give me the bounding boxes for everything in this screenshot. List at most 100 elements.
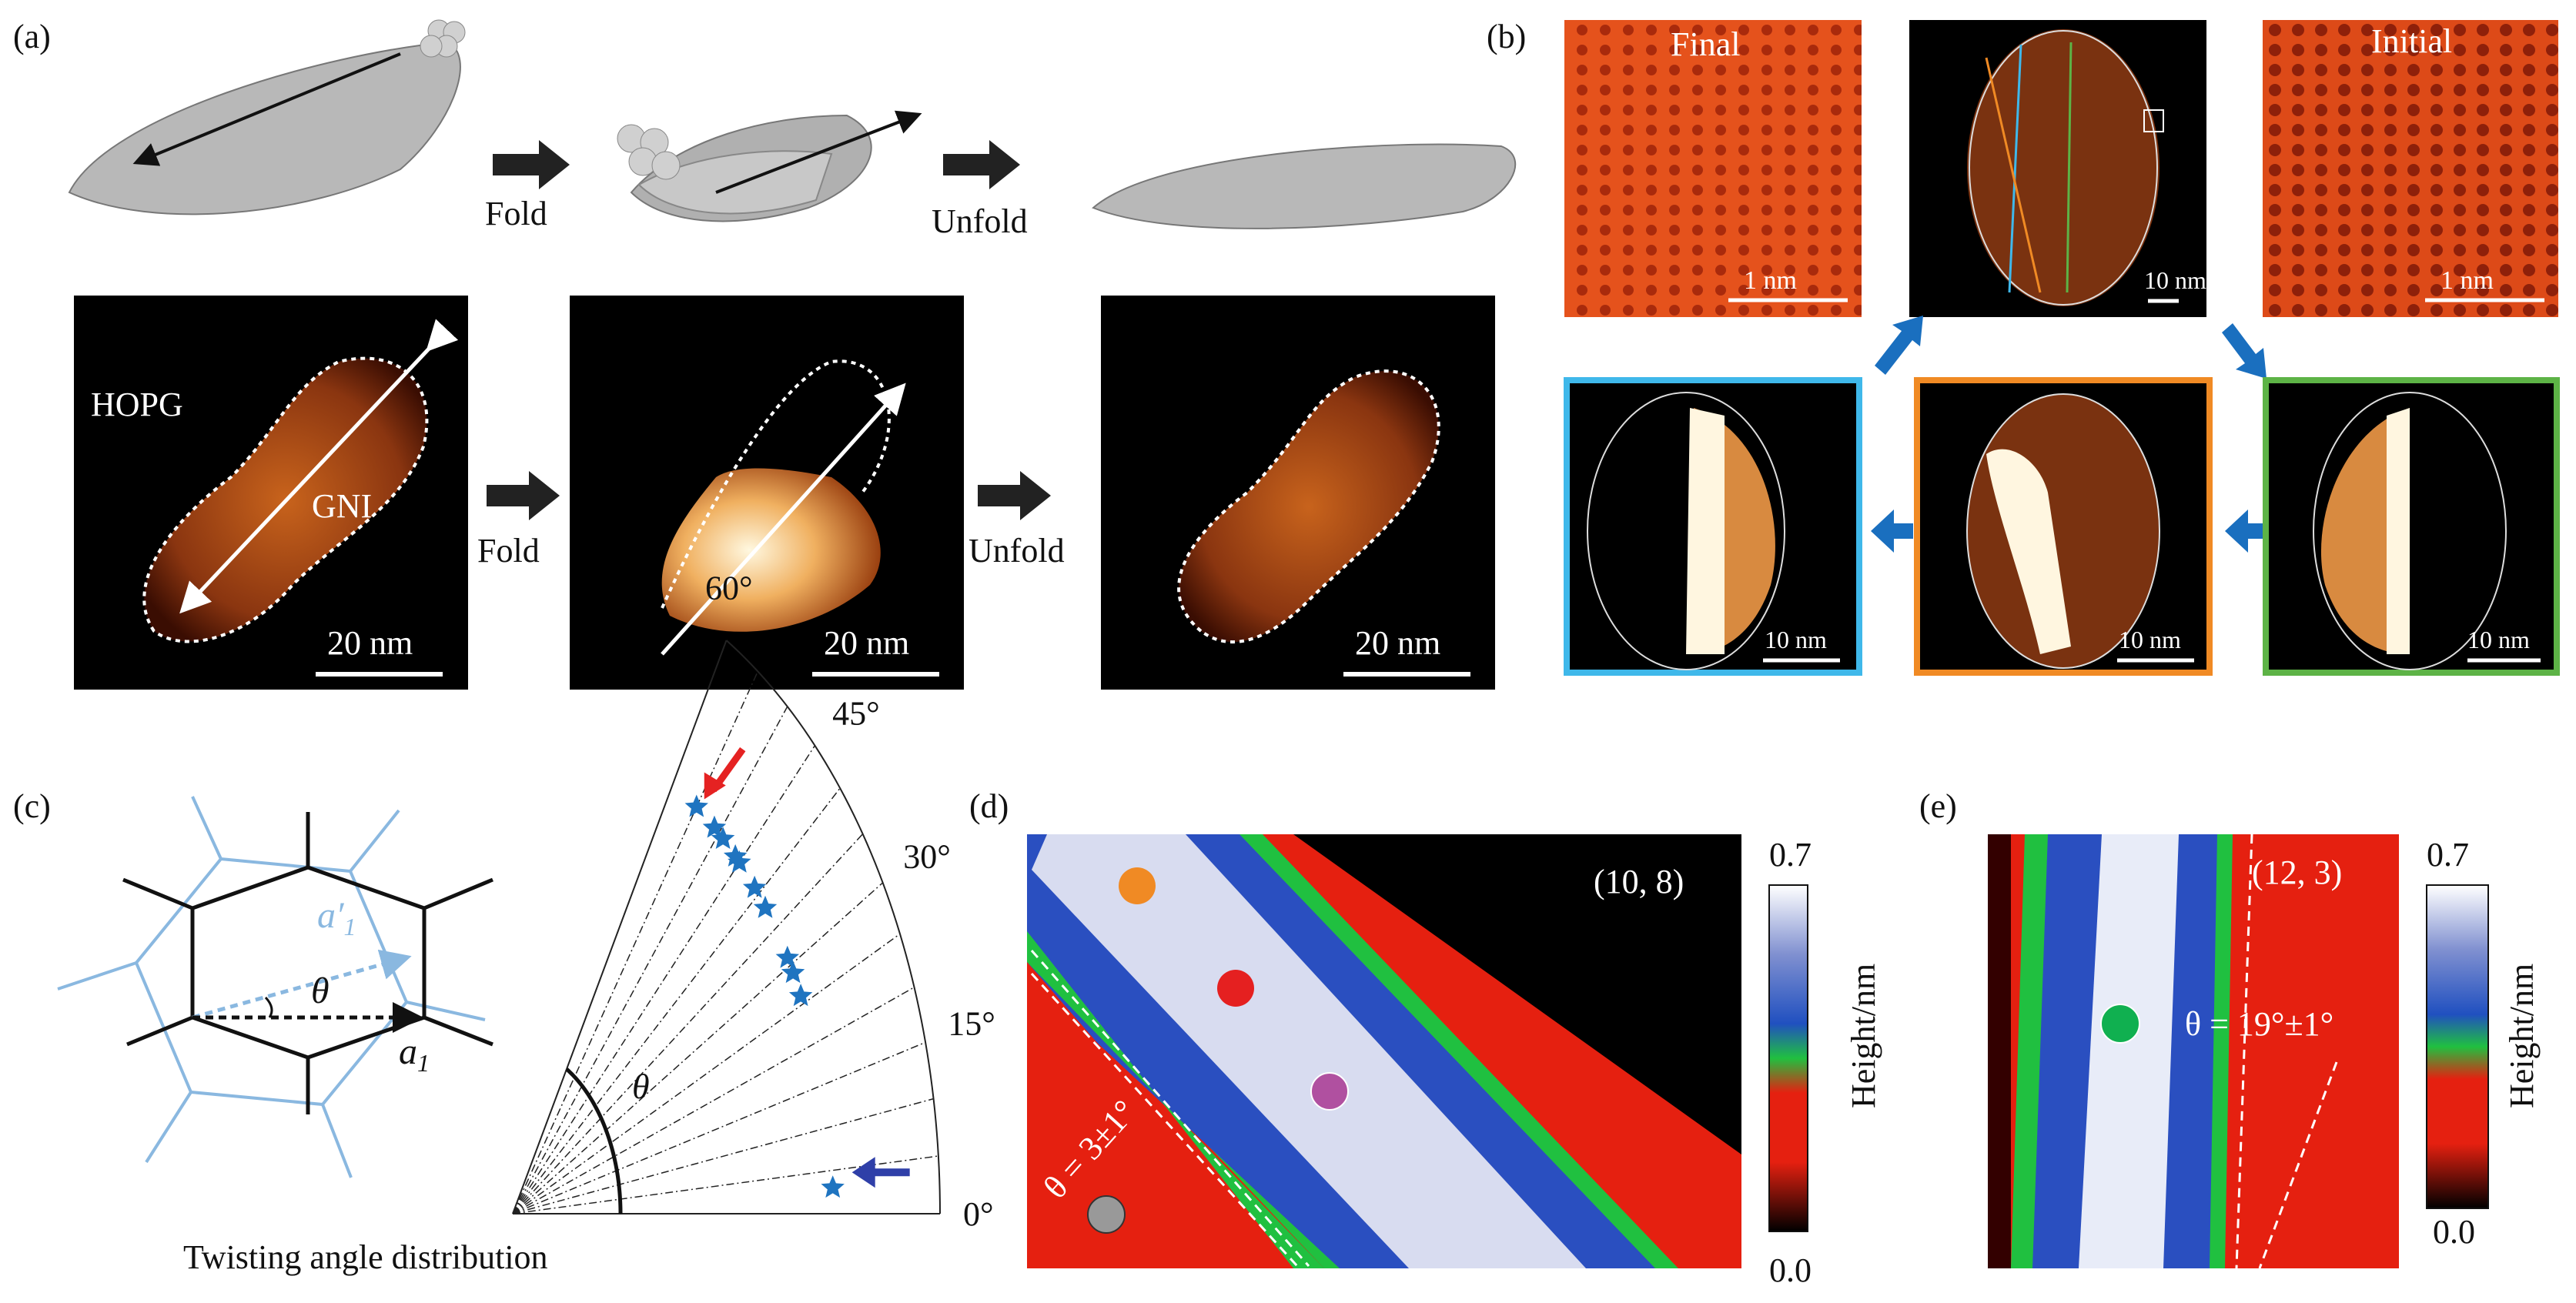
initial-title: Initial bbox=[2371, 22, 2452, 60]
tick-label: 60° bbox=[705, 569, 753, 606]
afm-image-step-green: 10 nm bbox=[2263, 377, 2560, 676]
chirality-label: (10, 8) bbox=[1594, 863, 1684, 900]
afm-image-folded: 20 nm bbox=[570, 296, 964, 690]
scale-bar-label: 10 nm bbox=[2144, 266, 2206, 294]
model-flat-island bbox=[68, 19, 466, 215]
data-point-star bbox=[775, 945, 800, 968]
twist-angle-label: θ = 19°±1° bbox=[2185, 1005, 2333, 1043]
twisted-lattice bbox=[57, 796, 486, 1178]
panel-e: (e) (12, 3) θ = 19°±1° 0.7 0.0 Height/nm bbox=[1919, 787, 2541, 1269]
grid-ray bbox=[512, 640, 728, 1214]
scale-bar-label: 1 nm bbox=[2441, 266, 2494, 295]
scale-bar-label: 20 nm bbox=[824, 624, 909, 662]
tick-label: 45° bbox=[832, 694, 880, 732]
vector-a1-label: a1 bbox=[399, 1031, 430, 1077]
data-point-star bbox=[684, 794, 708, 817]
annotation-arrowhead-icon bbox=[851, 1157, 875, 1188]
panel-a-label: (a) bbox=[13, 18, 51, 55]
colorbar-d: 0.7 0.0 Height/nm bbox=[1768, 836, 1882, 1289]
scale-bar-label: 10 nm bbox=[1765, 626, 1827, 653]
theta-arc bbox=[565, 1067, 623, 1214]
arrow-up-right-icon bbox=[1875, 316, 1923, 375]
panel-c-label: (c) bbox=[13, 787, 51, 825]
panel-a: (a) Fold Unfold HOPG GNI 20 bbox=[13, 18, 1517, 690]
afm-image-step-blue: 10 nm bbox=[1564, 377, 1862, 676]
data-point-star bbox=[788, 984, 813, 1007]
marker-gray bbox=[1087, 1195, 1126, 1234]
tick-label: 15° bbox=[948, 1004, 995, 1042]
panel-c: (c) a′1 θ a1 θ 0° 15° 30° 45° 60° Twisting an… bbox=[13, 569, 995, 1276]
tick-label: 30° bbox=[903, 838, 951, 876]
panel-b: (b) Final 1 nm 10 nm Initial 1 nm bbox=[1487, 18, 2560, 676]
grid-ray bbox=[512, 1041, 926, 1214]
grid-ray bbox=[512, 706, 788, 1214]
annotation-arrowhead-icon bbox=[704, 772, 726, 800]
marker-green bbox=[2100, 1004, 2140, 1044]
panel-d: (d) (10, 8) θ = 3±1° 0.7 0.0 bbox=[969, 787, 1882, 1289]
model-folded-island bbox=[617, 110, 922, 222]
lattice-diagram bbox=[57, 796, 493, 1178]
theta-label: θ bbox=[311, 971, 330, 1011]
grid-ray bbox=[512, 987, 915, 1214]
chirality-label: (12, 3) bbox=[2252, 854, 2342, 891]
colorbar-e: 0.7 0.0 Height/nm bbox=[2426, 836, 2541, 1251]
data-point-star bbox=[781, 961, 805, 984]
colorbar-label: Height/nm bbox=[1845, 964, 1882, 1108]
data-point-star bbox=[711, 827, 735, 850]
marker-purple bbox=[1310, 1072, 1349, 1111]
stm-image-final: Final 1 nm bbox=[1564, 20, 1862, 317]
flow-arrows bbox=[1871, 316, 2267, 553]
colorbar-max: 0.7 bbox=[2427, 836, 2469, 874]
polar-chart-caption: Twisting angle distribution bbox=[183, 1238, 548, 1276]
marker-red bbox=[1217, 970, 1254, 1007]
stm-image-initial: Initial 1 nm bbox=[2263, 20, 2558, 317]
twisting-angle-polar-chart: θ 0° 15° 30° 45° 60° bbox=[512, 569, 995, 1233]
final-title: Final bbox=[1671, 25, 1740, 63]
model-unfolded-island bbox=[1092, 143, 1517, 229]
colorbar-max: 0.7 bbox=[1769, 836, 1812, 874]
unfold-label: Unfold bbox=[969, 532, 1065, 570]
arrow-left-icon bbox=[2225, 510, 2267, 553]
arrow-down-right-icon bbox=[2222, 323, 2267, 379]
unfold-label: Unfold bbox=[932, 202, 1028, 240]
fold-label: Fold bbox=[485, 195, 547, 232]
data-point-star bbox=[821, 1175, 845, 1198]
afm-image-step-orange: 10 nm bbox=[1914, 377, 2213, 676]
grid-ray bbox=[512, 933, 901, 1214]
data-point-star bbox=[753, 895, 778, 918]
hopg-label: HOPG bbox=[91, 386, 183, 423]
outer-arc bbox=[725, 640, 941, 1214]
fold-arrow-icon bbox=[493, 140, 570, 189]
marker-orange bbox=[1119, 867, 1156, 904]
grid-ray bbox=[512, 1098, 934, 1214]
theta-axis-label: θ bbox=[632, 1067, 650, 1106]
scale-bar-label: 1 nm bbox=[1744, 266, 1797, 295]
arrow-left-icon bbox=[1871, 510, 1913, 553]
data-point-star bbox=[702, 815, 727, 838]
scale-bar-label: 10 nm bbox=[2119, 626, 2181, 653]
panel-e-label: (e) bbox=[1919, 787, 1957, 825]
colorbar-min: 0.0 bbox=[1769, 1251, 1812, 1289]
scale-bar-label: 10 nm bbox=[2467, 626, 2530, 653]
base-lattice bbox=[122, 812, 493, 1114]
afm-image-initial: HOPG GNI 20 nm bbox=[74, 296, 468, 690]
stm-image-nanotube-e: (12, 3) θ = 19°±1° bbox=[1988, 834, 2399, 1269]
panel-b-label: (b) bbox=[1487, 18, 1526, 55]
grid-ray bbox=[512, 745, 816, 1214]
afm-image-unfolded: 20 nm bbox=[1101, 296, 1495, 690]
data-point-star bbox=[728, 850, 751, 873]
tick-label: 0° bbox=[963, 1195, 994, 1233]
colorbar-min: 0.0 bbox=[2433, 1213, 2475, 1251]
unfold-arrow-icon bbox=[978, 471, 1051, 520]
grid-ray bbox=[512, 882, 884, 1214]
grid-ray bbox=[512, 834, 864, 1214]
grid-ray bbox=[512, 787, 841, 1214]
vector-a1-prime-label: a′1 bbox=[317, 895, 356, 940]
grid-ray bbox=[512, 671, 759, 1214]
colorbar-label: Height/nm bbox=[2503, 964, 2541, 1108]
data-point-star bbox=[742, 875, 767, 898]
afm-image-overview: 10 nm bbox=[1909, 20, 2206, 317]
scale-bar-label: 20 nm bbox=[327, 624, 413, 662]
scale-bar-label: 20 nm bbox=[1355, 624, 1440, 662]
